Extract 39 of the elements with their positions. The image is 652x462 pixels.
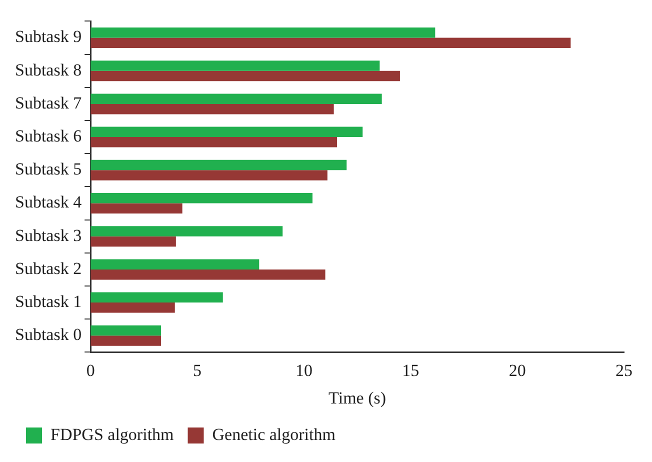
y-tick-label: Subtask 2 [14,258,82,278]
bar [90,38,571,48]
x-tick-label: 15 [402,360,420,380]
bar [90,170,328,180]
y-tick-label: Subtask 5 [14,160,82,179]
bar [90,27,436,38]
bar [90,292,223,303]
bar [90,94,382,104]
legend-label: FDPGS algorithm [50,424,174,444]
y-tick-label: Subtask 0 [14,325,82,344]
y-tick-label: Subtask 1 [14,292,82,312]
bar [90,259,260,270]
bar [90,104,334,114]
bar [90,203,182,214]
bar [90,60,380,71]
y-tick-label: Subtask 9 [14,27,82,46]
legend-label: Genetic algorithm [212,424,336,444]
x-tick-label: 5 [193,360,202,380]
bar [90,269,326,280]
x-tick-label: 20 [508,360,526,380]
bar [90,325,161,336]
y-tick-label: Subtask 7 [14,93,82,112]
bar [90,70,400,82]
bar [90,226,283,236]
x-axis-title: Time (s) [328,388,386,408]
y-tick-label: Subtask 4 [14,192,82,212]
bar [90,236,176,247]
bar [90,302,175,313]
bar [90,336,161,346]
y-tick-label: Subtask 6 [14,126,82,146]
bar [90,160,347,170]
x-tick-label: 25 [616,360,632,380]
y-tick-label: Subtask 3 [14,226,82,245]
bar [90,126,363,138]
bar [90,192,312,204]
x-tick-label: 0 [86,360,95,380]
bar [90,137,338,148]
x-tick-label: 10 [295,360,312,380]
y-tick-label: Subtask 8 [14,60,82,80]
